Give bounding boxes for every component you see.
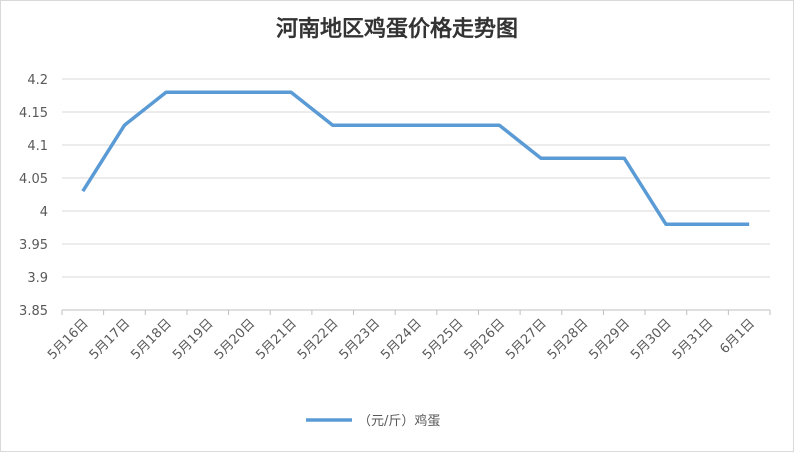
y-tick-label: 3.85 [19, 304, 48, 319]
line-series [81, 90, 750, 226]
y-tick-label: 4.05 [19, 172, 48, 187]
y-tick-label: 4.2 [27, 73, 48, 88]
y-tick-label: 3.9 [27, 271, 48, 286]
y-tick-label: 4.1 [27, 139, 48, 154]
chart-title: 河南地区鸡蛋价格走势图 [276, 16, 518, 42]
y-tick-label: 4.15 [19, 106, 48, 121]
y-tick-label: 3.95 [19, 238, 48, 253]
y-tick-label: 4 [40, 205, 48, 220]
legend-label: （元/斤）鸡蛋 [358, 413, 440, 429]
